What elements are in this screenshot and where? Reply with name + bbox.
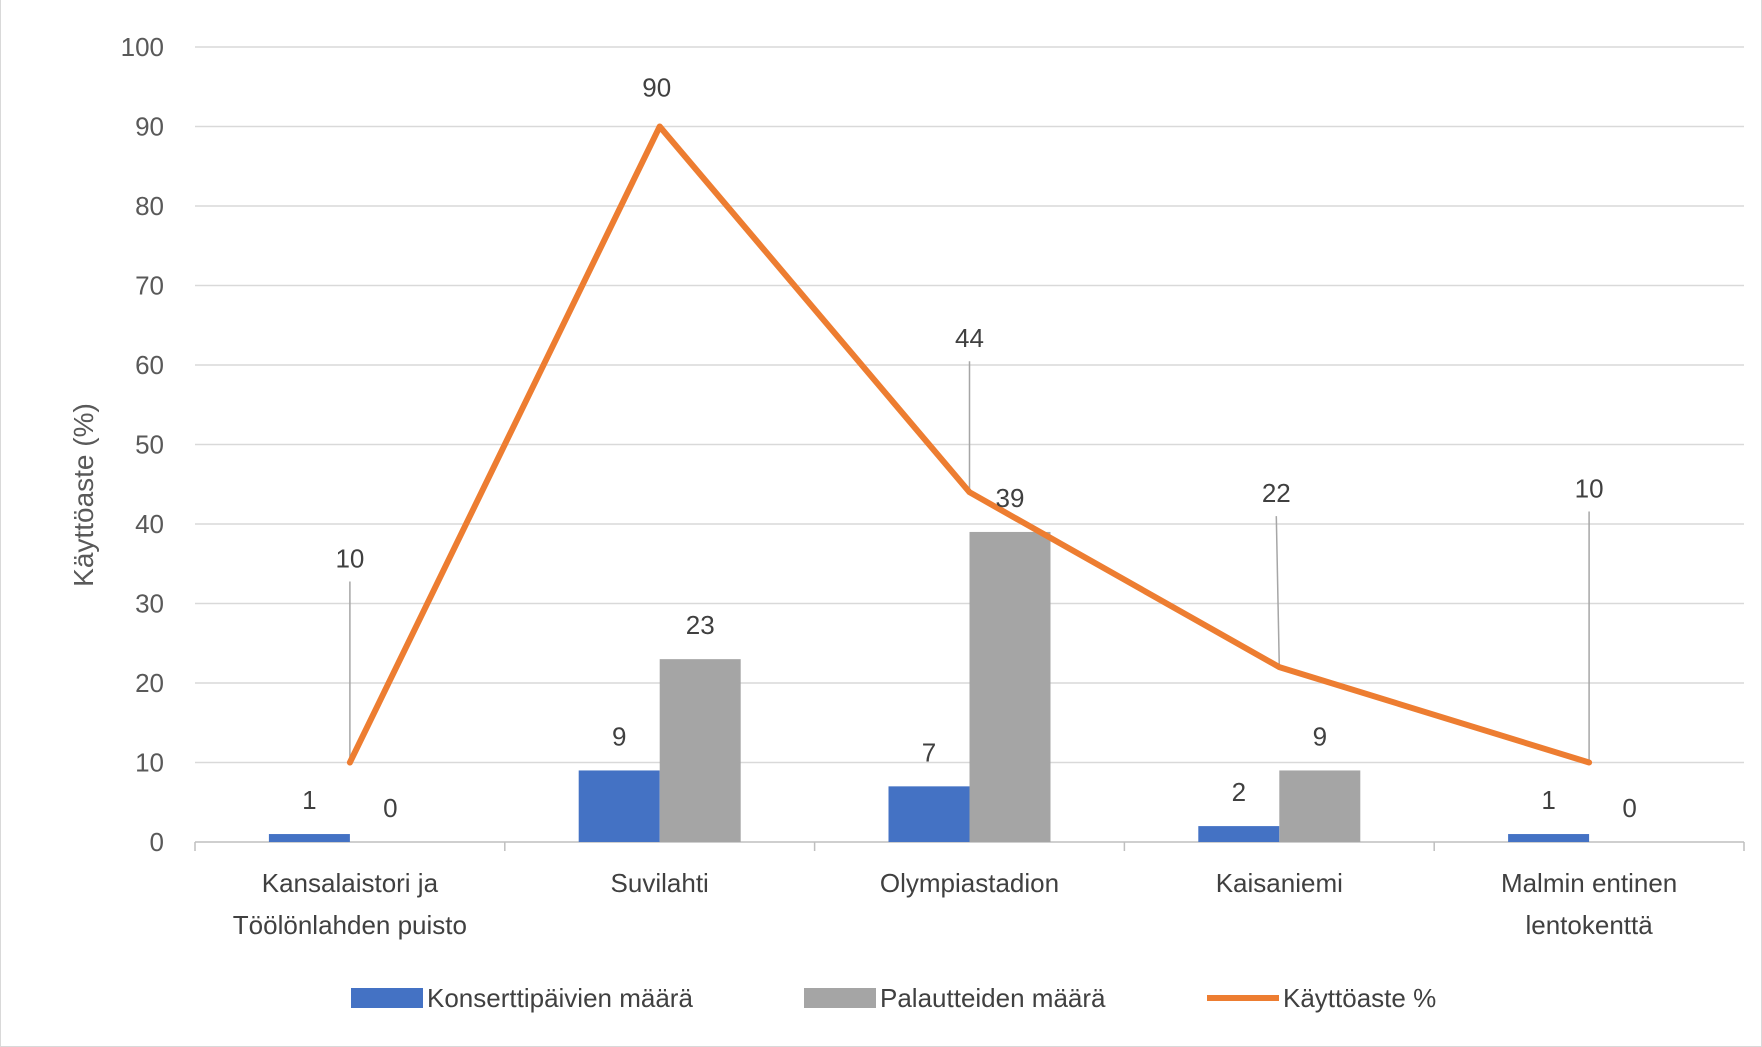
line-series [346, 123, 1593, 766]
legend: Konserttipäivien määrä Palautteiden määrä… [351, 983, 1436, 1013]
line-data-label: 22 [1262, 478, 1291, 508]
bar-data-label: 7 [922, 737, 936, 767]
y-tick-label: 40 [135, 509, 164, 539]
x-tick-label: Malmin entinen [1501, 868, 1677, 898]
x-tick-label: Kaisaniemi [1216, 868, 1343, 898]
y-tick-label: 60 [135, 350, 164, 380]
legend-label: Käyttöaste % [1283, 983, 1436, 1013]
bar-data-label: 2 [1232, 777, 1246, 807]
legend-label: Konserttipäivien määrä [427, 983, 693, 1013]
bar-palautteet [969, 531, 1051, 842]
legend-swatch [351, 988, 423, 1008]
line-kayttoaste [346, 123, 1593, 766]
bar-data-label: 1 [1541, 785, 1555, 815]
line-data-label: 10 [1575, 474, 1604, 504]
bar-palautteet [659, 659, 741, 842]
leader-line [1275, 516, 1281, 668]
bar-data-label: 9 [612, 721, 626, 751]
bar-konserttipaivat [1198, 826, 1280, 842]
y-tick-label: 20 [135, 668, 164, 698]
bar-konserttipaivat [578, 770, 660, 842]
bar-konserttipaivat [1508, 834, 1590, 842]
bar-data-label: 0 [1622, 793, 1636, 823]
y-tick-label: 10 [135, 748, 164, 778]
y-tick-label: 80 [135, 191, 164, 221]
x-tick-label: Töölönlahden puisto [233, 910, 467, 940]
bar-data-label: 9 [1313, 721, 1327, 751]
x-tick-label: Olympiastadion [880, 868, 1059, 898]
bar-data-label: 23 [686, 610, 715, 640]
y-tick-label: 30 [135, 589, 164, 619]
bar-data-label: 39 [996, 483, 1025, 513]
y-tick-label: 50 [135, 430, 164, 460]
line-data-label: 10 [335, 544, 364, 574]
y-tick-label: 100 [121, 32, 164, 62]
bar-konserttipaivat [268, 834, 350, 842]
y-axis: 0 10 20 30 40 50 60 70 80 90 100 [121, 32, 164, 857]
leader-lines [349, 361, 1590, 763]
x-tick-label: Kansalaistori ja [262, 868, 439, 898]
x-axis: Kansalaistori ja Töölönlahden puisto Suvil… [194, 841, 1745, 940]
bars [268, 531, 1590, 842]
y-tick-label: 90 [135, 112, 164, 142]
bar-data-label: 1 [302, 785, 316, 815]
x-tick-label: lentokenttä [1525, 910, 1653, 940]
y-tick-label: 70 [135, 271, 164, 301]
x-tick-label: Suvilahti [611, 868, 709, 898]
line-data-label: 44 [955, 323, 984, 353]
bar-palautteet [1279, 770, 1361, 842]
legend-label: Palautteiden määrä [880, 983, 1106, 1013]
bar-konserttipaivat [888, 786, 970, 842]
legend-swatch [804, 988, 876, 1008]
bar-data-label: 0 [383, 793, 397, 823]
y-axis-title: Käyttöaste (%) [68, 403, 99, 587]
y-tick-label: 0 [150, 827, 164, 857]
line-data-label: 90 [642, 73, 671, 103]
